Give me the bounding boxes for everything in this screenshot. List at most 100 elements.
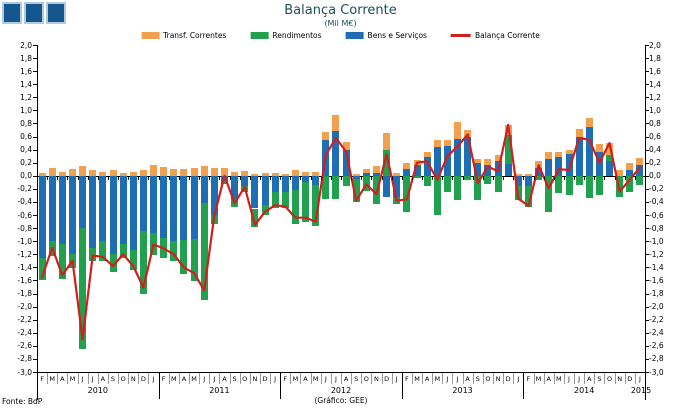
bar-segment-transf-correntes	[261, 172, 269, 176]
y-axis-label-right: -2,6	[649, 341, 664, 351]
bar-segment-bens-e-servi-os	[170, 175, 178, 242]
y-axis-label-right: -1,2	[649, 249, 664, 259]
month-divider	[493, 373, 494, 384]
year-divider	[645, 372, 646, 399]
y-axis-label-left: 0,4	[20, 145, 32, 155]
month-label: N	[617, 375, 623, 383]
bar-segment-bens-e-servi-os	[433, 147, 441, 176]
zero-line-tick	[47, 177, 49, 180]
month-divider	[563, 373, 565, 384]
y-axis-label-left: -2,2	[17, 315, 32, 325]
y-axis-tick-left	[33, 293, 37, 295]
month-label: M	[414, 375, 420, 383]
bar-segment-transf-correntes	[454, 122, 462, 139]
y-axis-tick-right	[645, 188, 649, 190]
bar-segment-rendimentos	[139, 231, 147, 294]
plot-area	[37, 45, 645, 372]
bar-segment-transf-correntes	[484, 158, 492, 166]
bar-segment-transf-correntes	[555, 151, 563, 157]
zero-line-tick	[482, 177, 484, 180]
bar-segment-bens-e-servi-os	[89, 175, 97, 248]
logo-squares	[2, 2, 66, 24]
bar-segment-transf-correntes	[220, 167, 228, 176]
y-axis-tick-left	[33, 175, 37, 177]
y-axis-tick-left	[33, 123, 37, 125]
bar-segment-rendimentos	[443, 175, 451, 193]
zero-line-tick	[67, 177, 69, 180]
y-axis-tick-left	[33, 228, 37, 230]
bar-segment-rendimentos	[200, 203, 208, 301]
zero-line-tick	[87, 177, 89, 180]
bar-segment-transf-correntes	[464, 130, 472, 137]
y-axis-label-right: 1,4	[649, 79, 661, 89]
bar-segment-rendimentos	[484, 175, 492, 184]
month-label: A	[60, 375, 65, 383]
year-label: 2014	[574, 386, 595, 395]
legend-label: Rendimentos	[272, 31, 322, 40]
y-axis-label-left: -2,8	[17, 354, 32, 364]
month-label: A	[465, 375, 470, 383]
month-label: M	[434, 375, 441, 383]
y-axis-label-left: -1,4	[17, 262, 32, 272]
bar-segment-rendimentos	[626, 175, 634, 193]
zero-line-tick	[259, 177, 261, 180]
bar-segment-rendimentos	[291, 190, 299, 224]
bar-segment-bens-e-servi-os	[626, 169, 634, 176]
bar-segment-bens-e-servi-os	[636, 165, 644, 176]
month-divider	[310, 373, 312, 384]
y-axis-tick-left	[33, 319, 37, 321]
zero-line-tick	[604, 177, 606, 180]
zero-line-tick	[553, 177, 555, 180]
bar-segment-bens-e-servi-os	[535, 167, 543, 176]
bar-segment-bens-e-servi-os	[99, 175, 107, 242]
bar-segment-transf-correntes	[119, 172, 127, 176]
month-divider	[138, 373, 140, 384]
y-axis-tick-left	[33, 58, 37, 60]
bar-segment-transf-correntes	[575, 128, 583, 137]
y-axis-label-right: -2,2	[649, 315, 664, 325]
month-label: A	[100, 375, 106, 383]
zero-line-tick	[442, 177, 444, 180]
y-axis-tick-right	[645, 358, 649, 360]
zero-line-tick	[209, 177, 211, 180]
y-axis-label-right: 0,0	[649, 171, 661, 181]
zero-line-tick	[330, 177, 332, 180]
month-label: A	[343, 375, 349, 383]
month-label: S	[354, 375, 359, 383]
bar-segment-transf-correntes	[38, 172, 46, 176]
month-label: J	[91, 375, 94, 383]
zero-line-tick	[624, 177, 626, 180]
bar-segment-bens-e-servi-os	[484, 165, 492, 176]
bar-segment-rendimentos	[322, 175, 330, 199]
month-divider	[67, 373, 69, 384]
zero-line-tick	[371, 177, 373, 180]
y-axis-tick-right	[645, 162, 649, 164]
month-divider	[634, 373, 636, 384]
y-axis-tick-right	[645, 110, 649, 112]
month-label: O	[363, 375, 369, 383]
bar-segment-bens-e-servi-os	[606, 161, 614, 176]
month-label: J	[324, 375, 327, 383]
x-axis	[37, 372, 646, 373]
zero-line-tick	[472, 177, 474, 180]
zero-line-tick	[168, 177, 170, 180]
bar-segment-bens-e-servi-os	[332, 131, 340, 176]
zero-line-tick	[178, 177, 180, 180]
month-label: M	[69, 375, 76, 383]
month-label: J	[152, 375, 155, 383]
month-divider	[543, 373, 545, 384]
zero-line-tick	[634, 177, 636, 180]
zero-line-tick	[493, 177, 494, 180]
bar-segment-bens-e-servi-os	[180, 175, 188, 240]
month-divider	[178, 373, 180, 384]
y-axis-tick-right	[645, 123, 649, 125]
bar-segment-transf-correntes	[231, 171, 239, 176]
month-label: A	[587, 375, 592, 383]
bar-segment-bens-e-servi-os	[261, 175, 269, 206]
y-axis-tick-right	[645, 84, 649, 86]
bar-segment-transf-correntes	[150, 165, 158, 176]
bar-segment-bens-e-servi-os	[68, 175, 76, 255]
legend-line-swatch	[450, 34, 471, 37]
zero-line-tick	[584, 177, 586, 180]
y-axis-tick-right	[645, 241, 649, 243]
